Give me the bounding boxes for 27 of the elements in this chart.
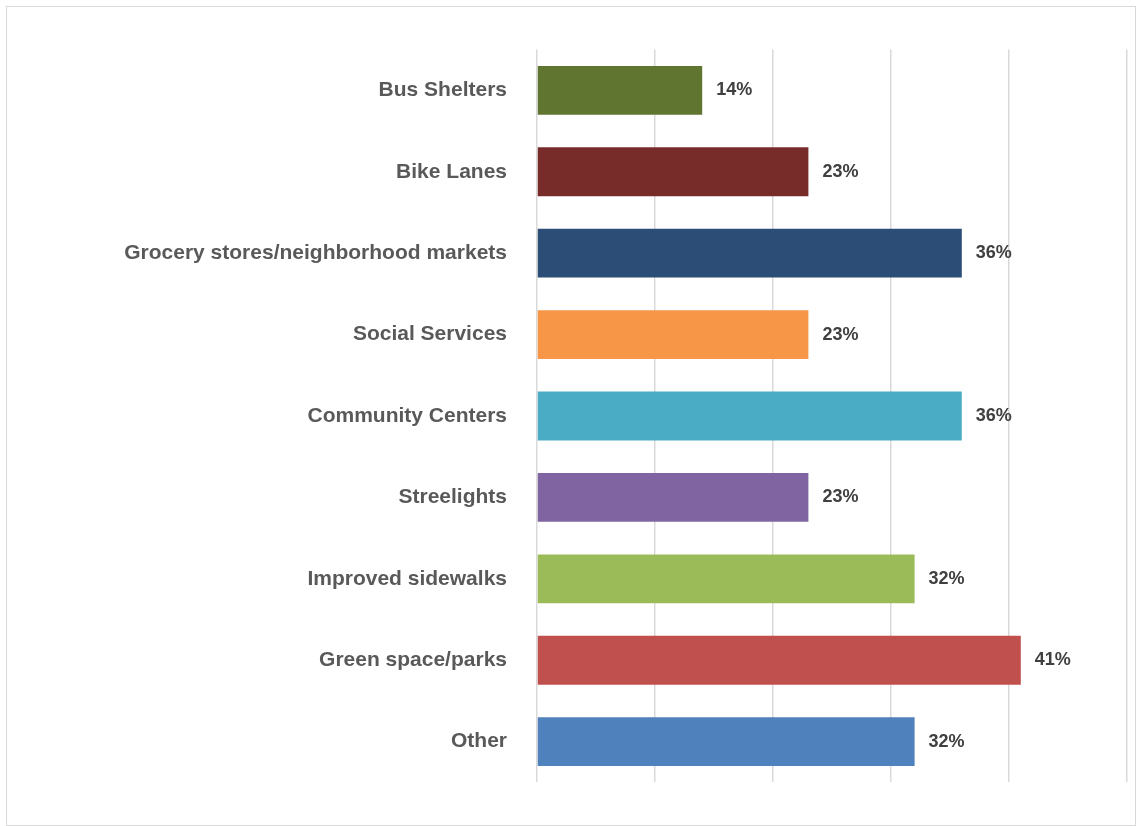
data-label: 23% (822, 160, 859, 181)
data-label: 14% (716, 79, 753, 100)
data-label: 41% (1034, 649, 1071, 670)
data-label: 23% (822, 323, 859, 344)
bar (537, 65, 703, 115)
bar (537, 554, 915, 604)
y-tick-label: Grocery stores/neighborhood markets (124, 239, 507, 263)
bar (537, 310, 809, 359)
data-label: 23% (822, 486, 859, 507)
bar (537, 473, 809, 522)
bar (537, 228, 962, 278)
data-label: 36% (975, 404, 1012, 425)
data-label: 32% (928, 567, 965, 588)
bar (537, 391, 962, 441)
y-tick-label: Bus Shelters (378, 77, 507, 101)
y-tick-label: Social Services (352, 321, 507, 345)
y-tick-label: Streelights (398, 484, 507, 508)
y-tick-label: Community Centers (307, 402, 507, 426)
bar (537, 635, 1021, 685)
data-label: 36% (975, 242, 1012, 263)
y-tick-label: Improved sidewalks (307, 565, 507, 589)
y-tick-label: Other (450, 728, 507, 752)
bar (537, 717, 915, 767)
y-tick-label: Green space/parks (319, 647, 507, 671)
bar (537, 147, 809, 197)
data-label: 32% (928, 730, 965, 751)
y-tick-label: Bike Lanes (396, 158, 507, 182)
